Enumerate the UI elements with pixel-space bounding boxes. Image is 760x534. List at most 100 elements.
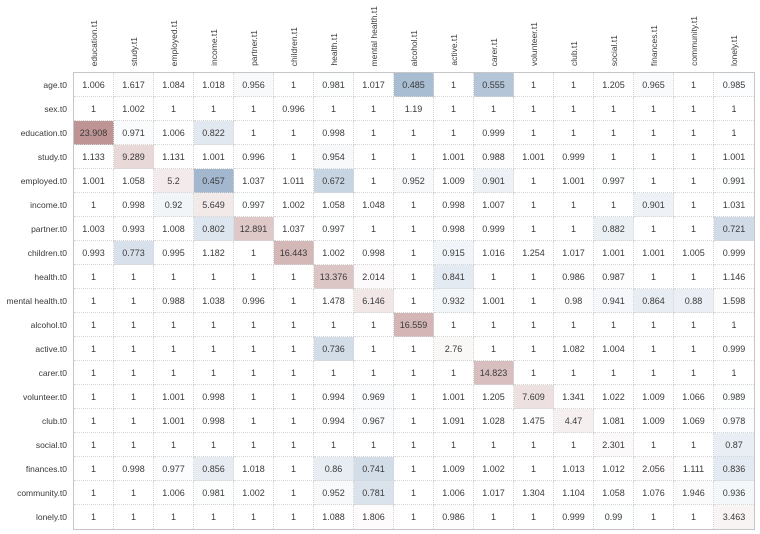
heatmap-cell: 1 [554, 73, 594, 97]
column-header: lonely.t1 [714, 0, 754, 72]
column-header-label: employed.t1 [169, 19, 179, 66]
heatmap-cell: 1.017 [354, 73, 394, 97]
column-header: income.t1 [194, 0, 234, 72]
heatmap-cell: 1.058 [314, 193, 354, 217]
heatmap-cell: 0.773 [114, 241, 154, 265]
column-header-label: children.t1 [289, 26, 299, 66]
heatmap-cell: 0.967 [354, 409, 394, 433]
column-header: partner.t1 [234, 0, 274, 72]
heatmap-cell: 0.987 [594, 265, 634, 289]
heatmap-cell: 1 [394, 193, 434, 217]
heatmap-cell: 0.996 [234, 145, 274, 169]
heatmap-cell: 0.998 [434, 193, 474, 217]
heatmap-cell: 1 [674, 337, 714, 361]
heatmap-cell: 1 [554, 193, 594, 217]
heatmap-cell: 14.823 [474, 361, 514, 385]
heatmap-cell: 1 [714, 361, 754, 385]
heatmap-cell: 1.131 [154, 145, 194, 169]
heatmap-cell: 1 [154, 433, 194, 457]
heatmap-cell: 1.011 [274, 169, 314, 193]
heatmap-cell: 1 [394, 145, 434, 169]
column-header-label: study.t1 [129, 36, 139, 66]
column-header: alcohol.t1 [394, 0, 434, 72]
heatmap-cell: 1 [674, 217, 714, 241]
row-label: social.t0 [35, 440, 67, 450]
column-header: finances.t1 [634, 0, 674, 72]
heatmap-cell: 1.028 [474, 409, 514, 433]
heatmap-cell: 0.856 [194, 457, 234, 481]
column-header: mental health.t1 [354, 0, 394, 72]
heatmap-cell: 16.443 [274, 241, 314, 265]
heatmap-cell: 0.915 [434, 241, 474, 265]
heatmap-cell: 1.031 [714, 193, 754, 217]
heatmap-cell: 1.058 [594, 481, 634, 505]
heatmap-cell: 1 [474, 313, 514, 337]
heatmap-cell: 0.781 [354, 481, 394, 505]
heatmap-cell: 1 [394, 457, 434, 481]
heatmap-cell: 1.037 [234, 169, 274, 193]
heatmap-cell: 1 [314, 361, 354, 385]
heatmap-cell: 1 [114, 505, 154, 529]
heatmap-cell: 1.475 [514, 409, 554, 433]
column-header-label: active.t1 [449, 34, 459, 66]
heatmap-cell: 1 [394, 289, 434, 313]
heatmap-cell: 1 [154, 505, 194, 529]
heatmap-cell: 1.341 [554, 385, 594, 409]
heatmap-cell: 1 [114, 265, 154, 289]
heatmap-cell: 0.864 [634, 289, 674, 313]
heatmap-cell: 1 [394, 505, 434, 529]
row-label: employed.t0 [20, 176, 67, 186]
heatmap-cell: 1 [674, 97, 714, 121]
heatmap-cell: 1.003 [74, 217, 114, 241]
heatmap-cell: 9.289 [114, 145, 154, 169]
heatmap-cell: 0.836 [714, 457, 754, 481]
heatmap-cell: 1 [114, 361, 154, 385]
heatmap-cell: 0.998 [114, 457, 154, 481]
heatmap-cell: 1.111 [674, 457, 714, 481]
heatmap-cell: 1 [634, 433, 674, 457]
heatmap-cell: 1.001 [154, 409, 194, 433]
heatmap-cell: 1 [234, 385, 274, 409]
heatmap-cell: 1.081 [594, 409, 634, 433]
heatmap-cell: 1 [394, 241, 434, 265]
column-header: social.t1 [594, 0, 634, 72]
heatmap-cell: 5.2 [154, 169, 194, 193]
heatmap-cell: 1 [234, 337, 274, 361]
heatmap-cell: 1 [514, 217, 554, 241]
heatmap-cell: 1 [594, 121, 634, 145]
heatmap-cell: 16.559 [394, 313, 434, 337]
column-header: employed.t1 [154, 0, 194, 72]
heatmap-cell: 1.038 [194, 289, 234, 313]
heatmap-cell: 0.822 [194, 121, 234, 145]
heatmap-cell: 0.991 [714, 169, 754, 193]
heatmap-cell: 1 [74, 193, 114, 217]
column-header: volunteer.t1 [514, 0, 554, 72]
heatmap-cell: 1.048 [354, 193, 394, 217]
heatmap-cell: 13.376 [314, 265, 354, 289]
heatmap-cell: 1.001 [634, 241, 674, 265]
heatmap-cell: 1 [114, 385, 154, 409]
heatmap-cell: 1 [354, 169, 394, 193]
heatmap-cell: 1 [74, 505, 114, 529]
heatmap-cell: 1 [394, 361, 434, 385]
column-header-label: finances.t1 [649, 24, 659, 66]
heatmap-cell: 0.457 [194, 169, 234, 193]
column-header-label: carer.t1 [489, 37, 499, 66]
heatmap-cell: 1 [434, 97, 474, 121]
heatmap-cell: 1 [274, 337, 314, 361]
heatmap-cell: 0.997 [314, 217, 354, 241]
heatmap-cell: 1 [154, 361, 194, 385]
heatmap-cell: 0.954 [314, 145, 354, 169]
heatmap-cell: 0.985 [714, 73, 754, 97]
heatmap-grid: 1.006 1.617 1.084 1.018 0.956 1 0.981 1.017 0.48… [73, 72, 755, 530]
heatmap-cell: 1 [234, 505, 274, 529]
heatmap-cell: 1 [234, 265, 274, 289]
heatmap-cell: 0.993 [74, 241, 114, 265]
row-label: children.t0 [27, 248, 67, 258]
heatmap-cell: 0.956 [234, 73, 274, 97]
row-label: health.t0 [34, 272, 67, 282]
heatmap-cell: 1.205 [474, 385, 514, 409]
heatmap-cell: 1 [474, 337, 514, 361]
heatmap-cell: 1 [714, 97, 754, 121]
